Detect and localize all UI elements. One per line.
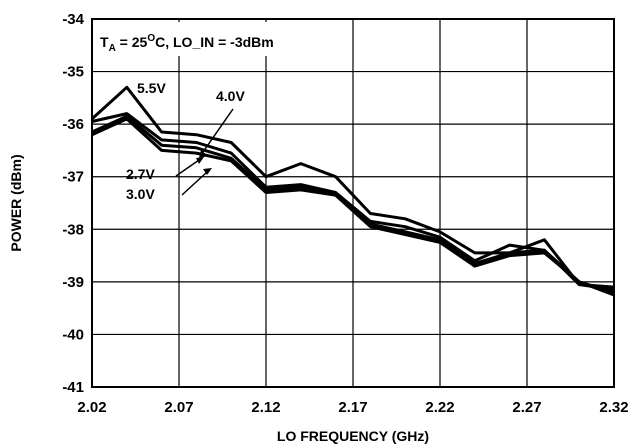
series-line-2.7v [91, 117, 615, 297]
x-tick-label: 2.02 [77, 399, 106, 416]
series-label-2.7v: 2.7V [126, 166, 155, 182]
x-tick-label: 2.07 [164, 399, 193, 416]
x-tick-label: 2.17 [338, 399, 367, 416]
y-tick-label: -37 [62, 169, 84, 186]
leader-line-4.0v [202, 108, 234, 153]
series-label-5.5v: 5.5V [137, 80, 166, 96]
x-tick-label: 2.27 [512, 399, 541, 416]
grid-lines [91, 18, 615, 388]
y-tick-label: -36 [62, 116, 84, 133]
y-tick-label: -35 [62, 64, 84, 81]
leader-line-2.7v [175, 159, 200, 177]
series-line-4.0v [91, 112, 615, 292]
plot-frame [91, 18, 615, 388]
condition-label: TA = 25OC, LO_IN = -3dBm [100, 33, 274, 54]
y-tick-label: -34 [62, 11, 84, 28]
y-tick-label: -41 [62, 379, 84, 396]
x-tick-label: 2.32 [599, 399, 628, 416]
x-axis-title: LO FREQUENCY (GHz) [277, 428, 429, 444]
y-tick-label: -40 [62, 326, 84, 343]
series-label-4.0v: 4.0V [216, 88, 245, 104]
y-tick-labels: -34 -35 -36 -37 -38 -39 -40 -41 [62, 11, 84, 396]
y-tick-label: -38 [62, 221, 84, 238]
y-tick-label: -39 [62, 274, 84, 291]
arrowhead-4.0v [199, 150, 208, 158]
leader-arrows [175, 108, 234, 196]
arrowhead-3.0v [203, 168, 212, 175]
series-lines [90, 85, 615, 297]
series-label-3.0v: 3.0V [126, 186, 155, 202]
arrowhead-2.7v [196, 157, 204, 164]
leader-line-3.0v [181, 171, 208, 196]
condition-box-bg [95, 22, 335, 56]
x-tick-labels: 2.02 2.07 2.12 2.17 2.22 2.27 2.32 [77, 399, 628, 416]
x-tick-label: 2.12 [251, 399, 280, 416]
x-tick-label: 2.22 [425, 399, 454, 416]
y-axis-title: POWER (dBm) [8, 154, 24, 251]
